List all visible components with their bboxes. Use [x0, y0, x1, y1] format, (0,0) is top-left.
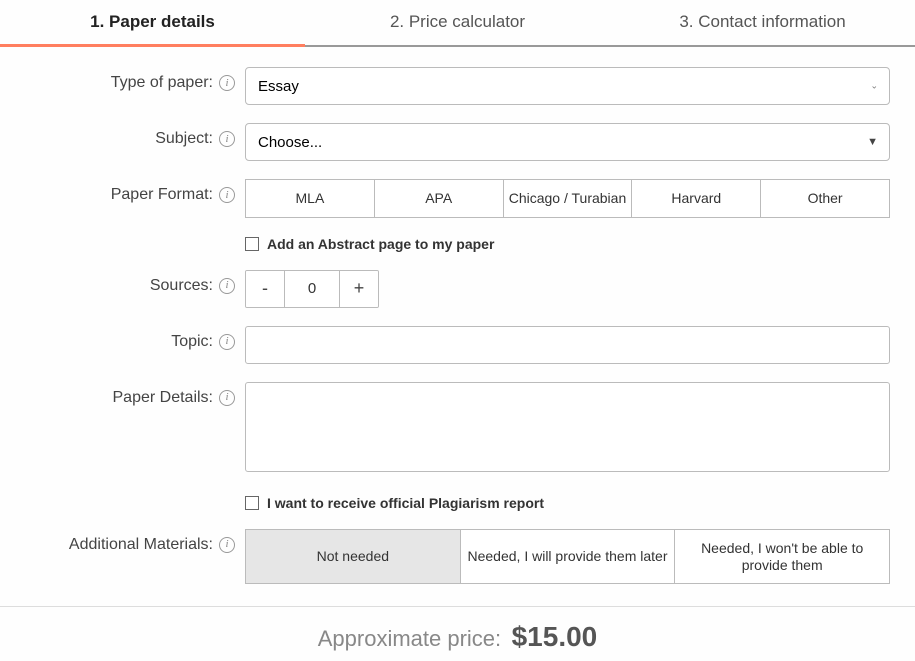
materials-option-provide-later[interactable]: Needed, I will provide them later [460, 529, 675, 585]
topic-label: Topic: [171, 333, 213, 351]
materials-option-cannot-provide[interactable]: Needed, I won't be able to provide them [674, 529, 890, 585]
paper-details-textarea[interactable] [245, 382, 890, 472]
info-icon[interactable]: i [219, 75, 235, 91]
type-of-paper-label: Type of paper: [111, 74, 213, 92]
plagiarism-checkbox-label: I want to receive official Plagiarism re… [267, 495, 544, 511]
info-icon[interactable]: i [219, 334, 235, 350]
paper-format-label: Paper Format: [111, 186, 213, 204]
abstract-checkbox-label: Add an Abstract page to my paper [267, 236, 494, 252]
sources-label: Sources: [150, 277, 213, 295]
sources-decrement[interactable]: - [246, 271, 284, 307]
price-footer: Approximate price: $15.00 [0, 606, 915, 661]
abstract-checkbox[interactable] [245, 237, 259, 251]
info-icon[interactable]: i [219, 187, 235, 203]
topic-input[interactable] [245, 326, 890, 364]
materials-option-not-needed[interactable]: Not needed [245, 529, 460, 585]
format-option-chicago[interactable]: Chicago / Turabian [503, 179, 632, 218]
tab-price-calculator[interactable]: 2. Price calculator [305, 0, 610, 45]
tab-contact-info[interactable]: 3. Contact information [610, 0, 915, 45]
info-icon[interactable]: i [219, 278, 235, 294]
subject-label: Subject: [155, 130, 213, 148]
step-tabs: 1. Paper details 2. Price calculator 3. … [0, 0, 915, 47]
approx-price-label: Approximate price: [318, 626, 501, 651]
additional-materials-label: Additional Materials: [69, 536, 213, 554]
sources-increment[interactable]: + [340, 271, 378, 307]
form-area: Type of paper: i Essay ⌄ Subject: i Choo… [0, 47, 915, 606]
paper-details-label: Paper Details: [113, 389, 214, 407]
additional-materials-group: Not needed Needed, I will provide them l… [245, 529, 890, 585]
tab-paper-details[interactable]: 1. Paper details [0, 0, 305, 47]
sources-value: 0 [284, 271, 340, 307]
paper-format-group: MLA APA Chicago / Turabian Harvard Other [245, 179, 890, 218]
info-icon[interactable]: i [219, 131, 235, 147]
format-option-apa[interactable]: APA [374, 179, 503, 218]
info-icon[interactable]: i [219, 537, 235, 553]
format-option-harvard[interactable]: Harvard [631, 179, 760, 218]
info-icon[interactable]: i [219, 390, 235, 406]
format-option-other[interactable]: Other [760, 179, 890, 218]
approx-price-value: $15.00 [512, 621, 598, 652]
type-of-paper-select[interactable]: Essay [245, 67, 890, 105]
format-option-mla[interactable]: MLA [245, 179, 374, 218]
subject-select[interactable]: Choose... [245, 123, 890, 161]
sources-stepper: - 0 + [245, 270, 379, 308]
plagiarism-checkbox[interactable] [245, 496, 259, 510]
